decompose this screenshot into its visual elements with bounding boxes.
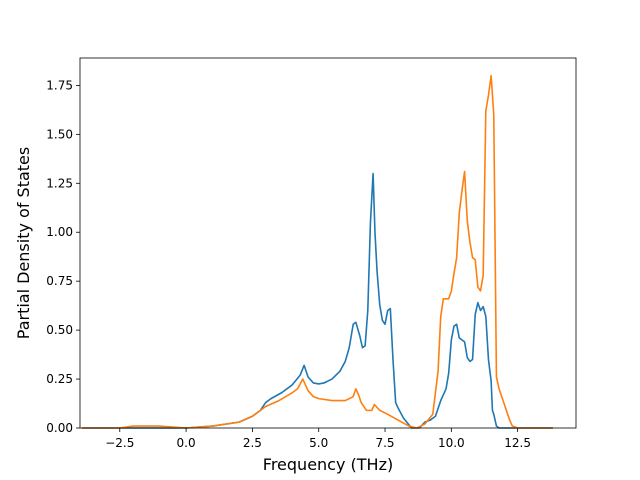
y-tick-label: 0.75 [46,274,73,288]
y-tick-label: 0.25 [46,372,73,386]
series-layer [81,74,553,429]
y-axis-label: Partial Density of States [14,147,33,339]
x-tick-label: 2.5 [243,436,262,450]
x-tick-label: 0.0 [177,436,196,450]
series-line-2 [81,74,553,429]
x-tick-label: 5.0 [309,436,328,450]
y-tick-label: 1.00 [46,225,73,239]
y-axis-ticks: 0.00 0.25 0.50 0.75 1.00 1.25 1.50 1.75 [46,78,80,435]
x-tick-label: 10.0 [438,436,465,450]
y-tick-label: 1.75 [46,78,73,92]
series-line-1 [81,172,553,429]
x-tick-label: 7.5 [375,436,394,450]
x-tick-label: 12.5 [504,436,531,450]
x-axis-label: Frequency (THz) [263,455,393,474]
y-tick-label: 0.50 [46,323,73,337]
x-axis-ticks: −2.5 0.0 2.5 5.0 7.5 10.0 12.5 [105,428,531,450]
y-tick-label: 0.00 [46,421,73,435]
plot-frame [79,57,577,429]
x-tick-label: −2.5 [105,436,134,450]
y-tick-label: 1.25 [46,176,73,190]
y-tick-label: 1.50 [46,127,73,141]
